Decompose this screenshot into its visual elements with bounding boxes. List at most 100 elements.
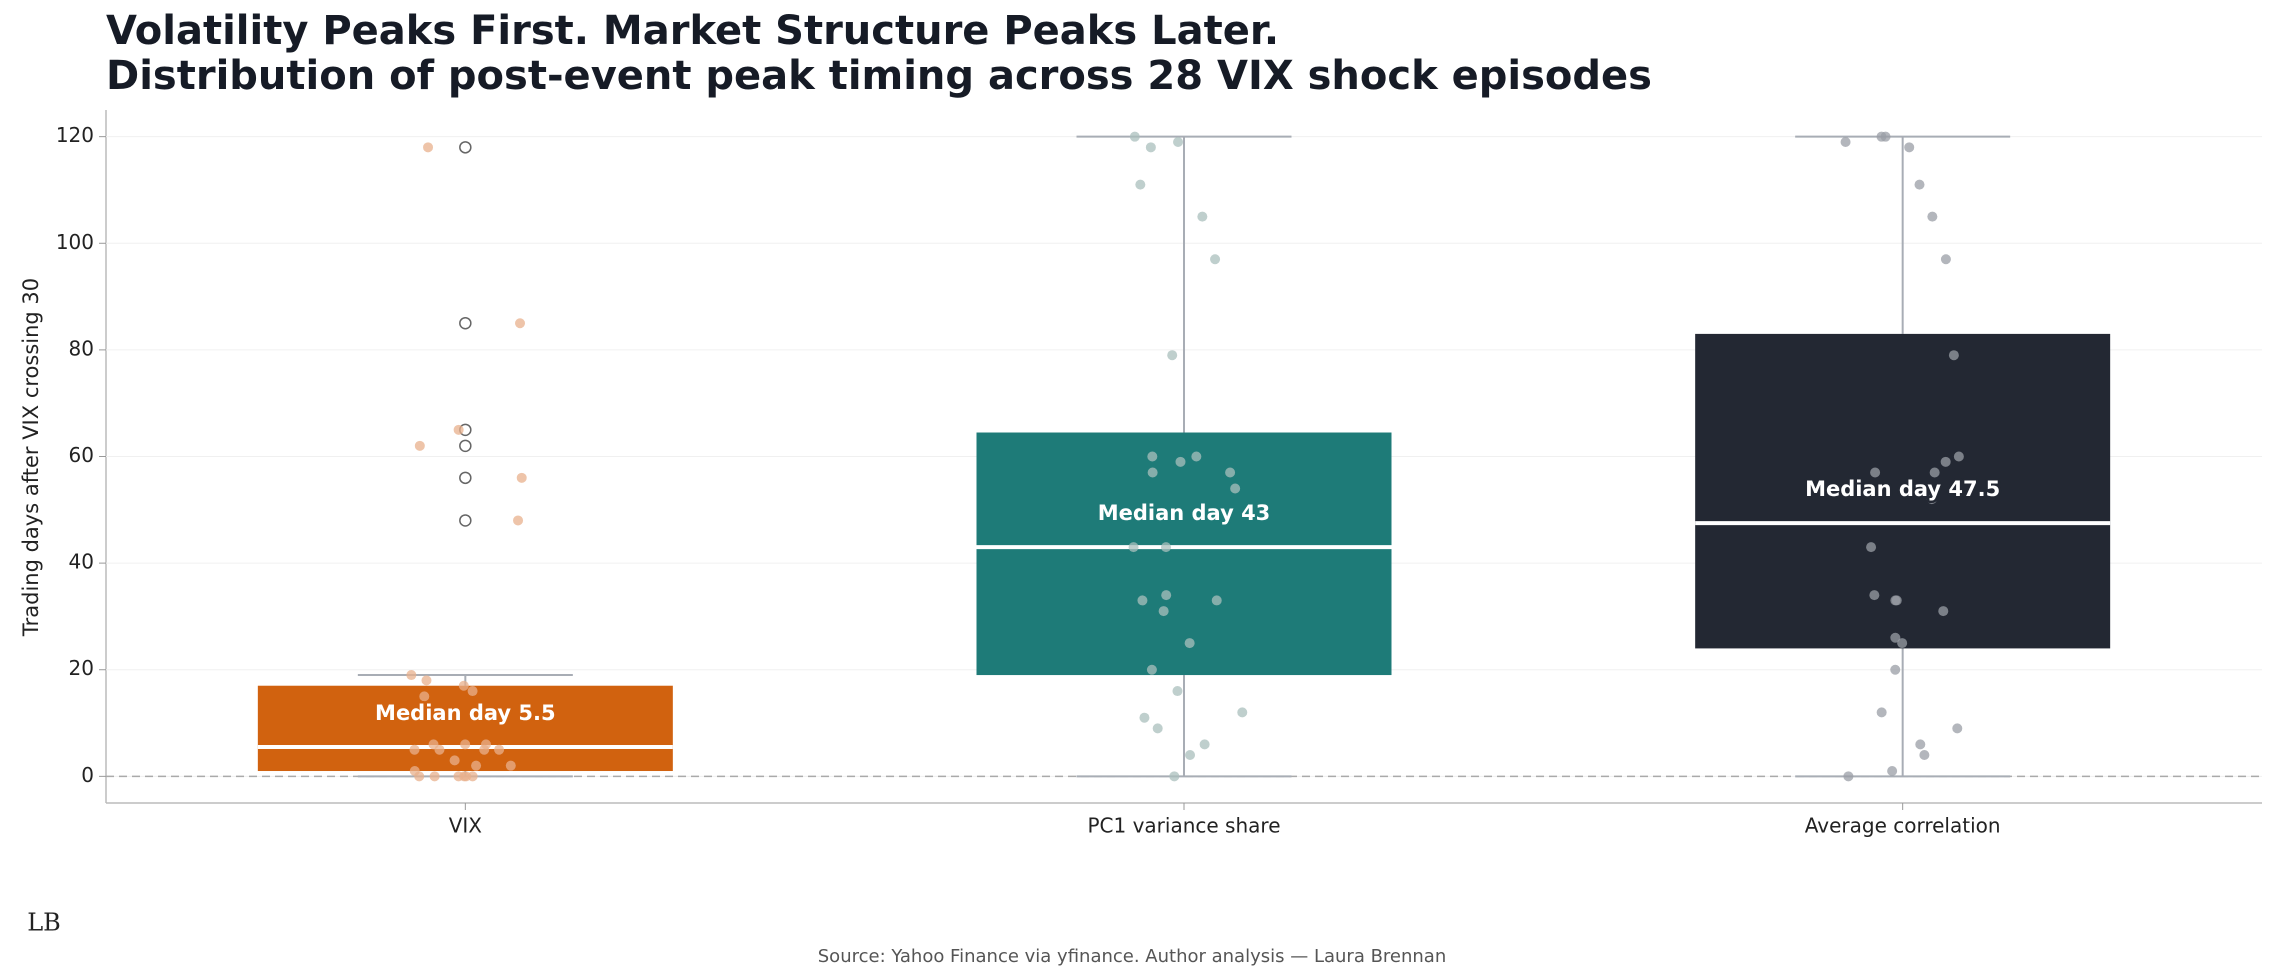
data-point — [505, 760, 516, 771]
data-point — [1890, 595, 1901, 606]
data-point — [1853, 483, 1864, 494]
data-point — [409, 744, 420, 755]
data-point — [1225, 467, 1236, 478]
y-tick-label: 0 — [81, 763, 94, 787]
data-point — [1210, 254, 1221, 265]
data-point — [1843, 771, 1854, 782]
data-point — [453, 424, 464, 435]
data-point — [516, 472, 527, 483]
flier — [459, 471, 472, 485]
data-point — [1866, 542, 1877, 553]
median-label: Median day 43 — [1098, 501, 1271, 525]
data-point — [428, 739, 439, 750]
data-point — [1185, 750, 1196, 761]
data-point — [1161, 542, 1172, 553]
data-point — [1890, 632, 1901, 643]
data-point — [1146, 664, 1157, 675]
data-point — [1927, 211, 1938, 222]
data-point — [471, 760, 482, 771]
data-point — [1876, 707, 1887, 718]
data-point — [1953, 451, 1964, 462]
data-point — [1161, 590, 1172, 601]
data-point — [1904, 142, 1915, 153]
data-point — [1128, 542, 1139, 553]
y-tick-label: 40 — [69, 550, 94, 574]
chart-subtitle: Distribution of post-event peak timing a… — [106, 53, 1652, 99]
data-point — [1169, 771, 1180, 782]
data-point — [1897, 638, 1908, 649]
data-point — [1175, 456, 1186, 467]
data-point — [1869, 590, 1880, 601]
data-point — [406, 670, 417, 681]
data-point — [1211, 595, 1222, 606]
data-point — [1147, 451, 1158, 462]
data-point — [1184, 638, 1195, 649]
x-tick-label: VIX — [449, 814, 483, 838]
data-point — [1197, 211, 1208, 222]
flier — [459, 514, 472, 527]
data-point — [1919, 750, 1930, 761]
data-point — [429, 771, 440, 782]
x-tick-label: PC1 variance share — [1087, 814, 1280, 838]
data-point — [449, 755, 460, 766]
data-point — [421, 675, 432, 686]
chart-title: Volatility Peaks First. Market Structure… — [106, 8, 1279, 54]
data-point — [409, 766, 420, 777]
data-point — [1929, 467, 1940, 478]
data-point — [467, 686, 478, 697]
data-point — [1926, 494, 1937, 505]
flier — [459, 141, 472, 154]
data-point — [1952, 723, 1963, 734]
median-label: Median day 47.5 — [1805, 477, 2000, 501]
data-point — [1129, 131, 1140, 142]
data-point — [1135, 179, 1146, 190]
data-point — [1172, 686, 1183, 697]
data-point — [1890, 664, 1901, 675]
data-point — [1938, 606, 1949, 617]
data-point — [460, 739, 471, 750]
data-point — [1880, 131, 1891, 142]
data-point — [423, 142, 434, 153]
data-point — [1191, 451, 1202, 462]
data-point — [1940, 456, 1951, 467]
y-tick-label: 60 — [69, 443, 94, 467]
data-point — [1887, 766, 1898, 777]
box — [976, 432, 1392, 676]
y-tick-label: 100 — [56, 230, 94, 254]
data-point — [1139, 712, 1150, 723]
data-point — [1145, 142, 1156, 153]
data-point — [414, 440, 425, 451]
data-point — [1870, 467, 1881, 478]
data-point — [1147, 467, 1158, 478]
data-point — [513, 515, 524, 526]
data-point — [453, 771, 464, 782]
data-point — [1167, 350, 1178, 361]
y-tick-label: 80 — [69, 336, 94, 360]
flier — [459, 316, 472, 330]
box — [257, 685, 673, 772]
data-point — [1840, 136, 1851, 147]
data-point — [515, 318, 526, 329]
data-point — [1940, 254, 1951, 265]
y-tick-label: 20 — [69, 656, 94, 680]
data-point — [1158, 606, 1169, 617]
y-tick-label: 120 — [56, 123, 94, 147]
data-point — [1230, 483, 1241, 494]
data-point — [1152, 723, 1163, 734]
data-point — [480, 739, 491, 750]
data-point — [461, 771, 472, 782]
y-axis-label: Trading days after VIX crossing 30 — [19, 278, 43, 637]
x-tick-label: Average correlation — [1805, 814, 2001, 838]
data-point — [419, 691, 430, 702]
data-point — [1237, 707, 1248, 718]
data-point — [1173, 136, 1184, 147]
data-point — [1199, 739, 1210, 750]
median-label: Median day 5.5 — [375, 701, 556, 725]
data-point — [494, 744, 505, 755]
data-point — [1948, 350, 1959, 361]
data-point — [1914, 179, 1925, 190]
source: Source: Yahoo Finance via yfinance. Auth… — [818, 946, 1447, 967]
data-point — [1915, 739, 1926, 750]
box — [1695, 333, 2111, 649]
